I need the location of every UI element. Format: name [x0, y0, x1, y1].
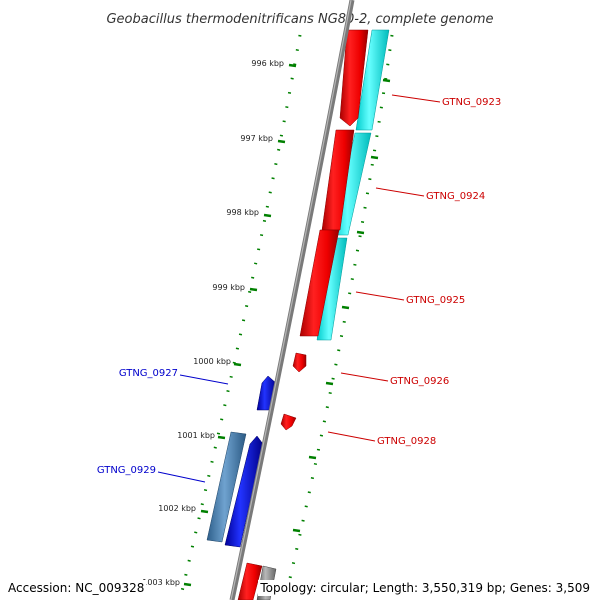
label-leader	[375, 187, 425, 197]
tick-mark-outer	[370, 155, 379, 160]
tick-label: 1000 kbp	[193, 357, 231, 366]
label-leader	[157, 471, 206, 483]
gene-label-gtng-0928[interactable]: GTNG_0928	[377, 436, 436, 447]
tick-mark	[277, 139, 286, 144]
tick-mark-outer	[382, 78, 391, 83]
gene-labels-right	[327, 94, 441, 442]
gene-label-gtng-0926[interactable]: GTNG_0926	[390, 376, 449, 387]
tick-label: 1002 kbp	[158, 504, 196, 513]
feature-bar-reverse	[206, 431, 247, 543]
map-title: Geobacillus thermodenitrificans NG80-2, …	[106, 12, 493, 27]
major-ticks	[183, 63, 391, 587]
gene-labels-left	[157, 374, 229, 483]
gene-gtng-0926[interactable]	[292, 352, 307, 373]
tick-mark	[288, 63, 297, 68]
gene-gtng-0928[interactable]	[280, 413, 297, 431]
minor-ticks-outer	[283, 34, 394, 600]
genome-backbone	[229, 0, 355, 600]
gene-gtng-0924[interactable]	[321, 129, 355, 231]
tick-mark	[233, 362, 242, 367]
tick-mark-outer	[292, 528, 301, 533]
label-leader	[179, 374, 229, 385]
gene-label-gtng-0923[interactable]: GTNG_0923	[442, 97, 501, 108]
topology-text: Topology: circular; Length: 3,550,319 bp…	[258, 580, 592, 596]
accession-text: Accession: NC_009328	[6, 580, 147, 596]
gene-gtng-0925[interactable]	[299, 229, 340, 337]
tick-mark-outer	[356, 230, 365, 235]
tick-mark	[183, 582, 192, 587]
tick-mark	[217, 435, 226, 440]
tick-label: 997 kbp	[240, 134, 273, 143]
gene-gtng-0923[interactable]	[339, 29, 369, 127]
gene-label-gtng-0925[interactable]: GTNG_0925	[406, 295, 465, 306]
gene-gtng-0931[interactable]	[237, 562, 263, 600]
tick-mark-outer	[325, 381, 334, 386]
tick-label: 998 kbp	[226, 208, 259, 217]
label-leader	[355, 291, 405, 301]
forward-genes	[237, 29, 369, 600]
gene-label-gtng-0929[interactable]: GTNG_0929	[97, 465, 156, 476]
tick-label: 999 kbp	[212, 283, 245, 292]
tick-label: 996 kbp	[251, 59, 284, 68]
gene-label-gtng-0927[interactable]: GTNG_0927	[119, 368, 178, 379]
tick-mark	[249, 287, 258, 292]
label-leader	[391, 94, 441, 103]
tick-label: 1003 kbp	[142, 578, 180, 587]
tick-mark-outer	[308, 455, 317, 460]
tick-mark	[263, 213, 272, 218]
tick-label: 1001 kbp	[177, 431, 215, 440]
tick-mark-outer	[341, 305, 350, 310]
tick-mark	[200, 509, 209, 514]
tick-labels: 996 kbp 997 kbp 998 kbp 999 kbp 1000 kbp…	[142, 59, 284, 587]
label-leader	[327, 431, 376, 442]
genome-backbone-highlight	[230, 0, 352, 600]
feature-bar	[355, 29, 390, 131]
label-leader	[340, 372, 389, 382]
gene-label-gtng-0924[interactable]: GTNG_0924	[426, 191, 485, 202]
